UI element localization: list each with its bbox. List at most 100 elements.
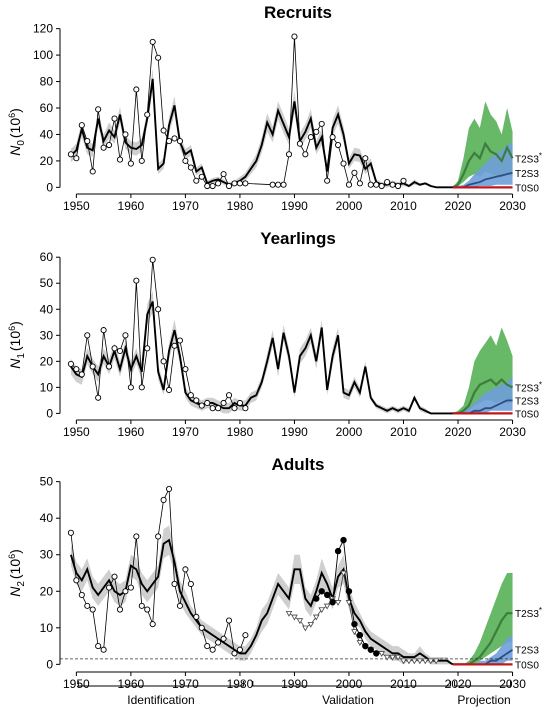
y-tick-label: 60 xyxy=(40,250,54,264)
survey-triangle-point xyxy=(302,625,309,632)
ylabel-close: ) xyxy=(7,108,23,113)
ylabel-main: N xyxy=(7,145,23,156)
observed-point xyxy=(198,402,205,409)
ylabel-exp: 6 xyxy=(7,554,17,559)
survey-filled-point xyxy=(367,646,374,653)
observed-point xyxy=(100,646,107,653)
observed-point xyxy=(127,584,134,591)
x-tick-label: 1950 xyxy=(63,199,90,213)
survey-triangle-point xyxy=(432,658,440,665)
series-label-t2s3: T2S3 xyxy=(515,396,539,407)
observed-point xyxy=(215,405,222,412)
observed-point xyxy=(78,122,85,129)
observed-point xyxy=(318,120,325,127)
observed-point xyxy=(171,580,178,588)
observed-point xyxy=(225,392,233,399)
observed-point xyxy=(193,397,200,404)
survey-triangle-point xyxy=(389,654,396,661)
panel-recruits: 0 20 40 60 80 100 120 1950 1960 1970 1980 1990 2000 2… xyxy=(33,22,542,213)
observed-point xyxy=(302,151,309,158)
model-uncertainty-band xyxy=(70,525,453,665)
observed-line xyxy=(70,36,404,187)
observed-point xyxy=(144,606,151,613)
x-tick-label: 2020 xyxy=(445,425,472,439)
observed-point xyxy=(67,151,74,158)
survey-filled-point xyxy=(329,599,336,606)
survey-filled-point xyxy=(373,650,380,657)
x-tick-label: 1970 xyxy=(172,425,199,439)
observed-point xyxy=(100,327,107,334)
observed-point xyxy=(373,181,380,188)
ylabel-exp: 6 xyxy=(7,113,17,118)
observed-point xyxy=(394,182,402,190)
observed-point xyxy=(296,140,303,147)
observed-point xyxy=(95,394,102,401)
observed-point xyxy=(182,157,189,164)
x-tick-label: 1990 xyxy=(281,425,308,439)
observed-point xyxy=(67,360,74,367)
projection-band-t2s3 xyxy=(452,635,513,665)
survey-triangle-point xyxy=(291,614,298,621)
observed-point xyxy=(116,156,124,163)
y-tick-label: 10 xyxy=(40,621,54,635)
observed-point xyxy=(324,177,331,184)
observed-point xyxy=(231,405,238,412)
ylabel-close: ) xyxy=(7,549,23,554)
y-tick-label: 50 xyxy=(40,475,54,489)
x-tick-label: 1970 xyxy=(172,677,199,691)
observed-point xyxy=(187,392,194,399)
ylabel-main: N xyxy=(7,586,23,597)
y-tick-label: 20 xyxy=(40,354,54,368)
survey-triangle-point xyxy=(318,607,325,614)
observed-point xyxy=(106,363,113,370)
y-tick-label: 0 xyxy=(46,657,53,671)
y-tick-label: 40 xyxy=(40,127,54,141)
observed-point xyxy=(160,127,167,134)
observed-point xyxy=(73,155,80,162)
observed-point xyxy=(291,33,298,40)
ylabel-adults: N2 (106) xyxy=(7,549,27,597)
observed-point xyxy=(155,533,162,540)
observed-point xyxy=(285,151,293,158)
y-tick-label: 0 xyxy=(46,406,53,420)
panel-title-recruits: Recruits xyxy=(264,3,332,22)
observed-point xyxy=(384,179,391,186)
survey-triangle-point xyxy=(356,640,364,647)
x-tick-label: 1950 xyxy=(63,677,90,691)
ylabel-unit: (10 xyxy=(7,118,23,138)
observed-point xyxy=(356,180,363,187)
observed-point xyxy=(138,157,145,164)
observed-point xyxy=(204,399,211,407)
observed-point xyxy=(209,405,216,412)
observed-point xyxy=(111,573,118,580)
survey-filled-point xyxy=(351,620,358,628)
survey-triangle-point xyxy=(411,658,418,665)
panel-title-adults: Adults xyxy=(272,455,325,474)
period-bracket-identification xyxy=(77,681,244,687)
ylabel-sub: 0 xyxy=(16,140,27,146)
observed-point xyxy=(231,650,238,657)
observed-point xyxy=(313,128,320,135)
survey-filled-point xyxy=(334,547,342,555)
y-tick-label: 80 xyxy=(40,75,54,89)
x-tick-label: 1990 xyxy=(281,199,308,213)
x-tick-label: 1960 xyxy=(118,425,145,439)
observed-point xyxy=(73,577,80,584)
ylabel-recruits: N0 (106) xyxy=(7,108,27,156)
x-tick-label: 1970 xyxy=(172,199,199,213)
model-uncertainty-band xyxy=(70,291,453,414)
ylabel-unit: (10 xyxy=(7,559,23,579)
observed-point xyxy=(225,617,233,624)
period-label-identification: Identification xyxy=(127,693,194,707)
series-label-t2s3: T2S3 xyxy=(515,169,539,180)
observed-point xyxy=(204,643,211,650)
y-tick-label: 100 xyxy=(33,48,53,62)
model-mean-line xyxy=(69,538,454,666)
observed-point xyxy=(165,386,173,394)
ylabel-main: N xyxy=(7,358,23,369)
series-label-t0s0: T0S0 xyxy=(515,183,539,194)
x-tick-label: 2010 xyxy=(390,425,417,439)
series-label-asterisk: * xyxy=(539,151,542,160)
series-label-t0s0: T0S0 xyxy=(515,660,539,671)
observed-point xyxy=(215,639,222,646)
